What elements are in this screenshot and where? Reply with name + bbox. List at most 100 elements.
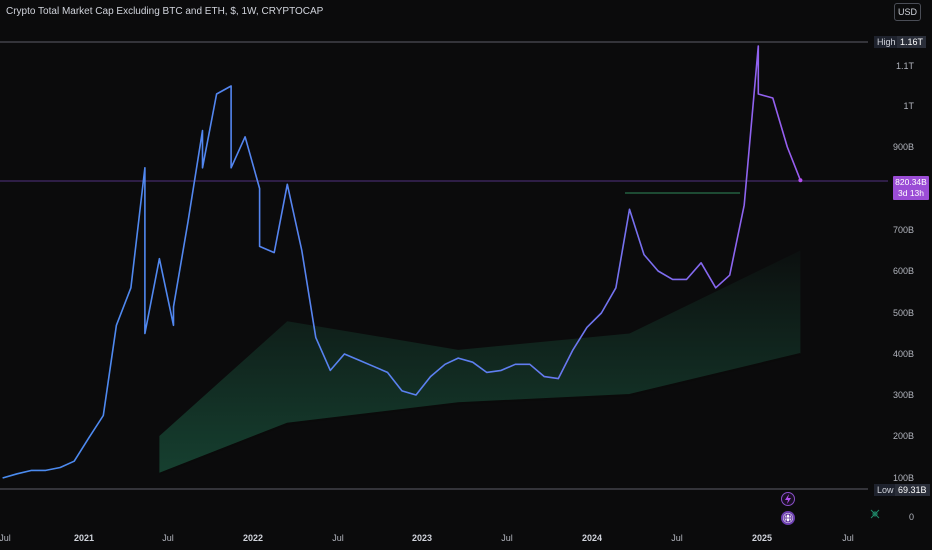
data-point [287, 184, 288, 185]
data-point [344, 354, 345, 355]
data-point [672, 279, 673, 280]
data-point [301, 250, 302, 251]
data-point [601, 313, 602, 314]
data-point [17, 473, 18, 474]
y-tick-label: 0 [908, 512, 914, 522]
band-area [159, 250, 801, 474]
x-tick-label: Jul [0, 533, 11, 543]
data-point [131, 287, 132, 288]
support-band [159, 250, 801, 475]
data-point [145, 333, 146, 334]
last-price: 820.34B [895, 177, 927, 187]
x-tick-label: 2022 [242, 533, 264, 543]
data-point [116, 325, 117, 326]
data-point [2, 478, 3, 479]
high-value: 1.16T [897, 36, 927, 48]
y-tick-label: 500B [892, 308, 914, 318]
x-tick-label: Jul [162, 533, 174, 543]
y-tick-label: 1T [903, 101, 914, 111]
data-point [758, 94, 759, 95]
data-point [787, 147, 788, 148]
data-point [188, 221, 189, 222]
lightning-icon[interactable] [781, 492, 795, 506]
data-point [60, 467, 61, 468]
data-point [359, 360, 360, 361]
low-label: Low [874, 484, 897, 496]
network-icon[interactable] [869, 507, 881, 519]
data-point [544, 376, 545, 377]
data-point [173, 306, 174, 307]
data-point [458, 358, 459, 359]
data-point [202, 167, 203, 168]
data-point [558, 378, 559, 379]
data-point [202, 130, 203, 131]
data-point [715, 287, 716, 288]
data-point [173, 325, 174, 326]
data-point [629, 209, 630, 210]
x-tick-label: Jul [671, 533, 683, 543]
data-point [259, 188, 260, 189]
y-tick-label: 200B [892, 431, 914, 441]
data-point [445, 364, 446, 365]
x-tick-label: Jul [501, 533, 513, 543]
high-label: High [874, 36, 899, 48]
data-point [88, 438, 89, 439]
data-point [259, 246, 260, 247]
data-point [616, 287, 617, 288]
data-point [758, 46, 759, 47]
x-tick-label: Jul [332, 533, 344, 543]
series-line [2, 45, 802, 479]
data-point [744, 205, 745, 206]
data-point [515, 364, 516, 365]
data-point [701, 262, 702, 263]
data-point [587, 327, 588, 328]
data-point [45, 470, 46, 471]
x-tick-label: 2023 [411, 533, 433, 543]
currency-button[interactable]: USD [894, 3, 921, 21]
data-point [74, 461, 75, 462]
data-point [573, 350, 574, 351]
y-tick-label: 600B [892, 266, 914, 276]
data-point [159, 258, 160, 259]
last-price-tag: 820.34B 3d 13h [893, 176, 929, 200]
data-point [472, 362, 473, 363]
data-point [416, 395, 417, 396]
y-tick-label: 900B [892, 142, 914, 152]
y-tick-label: 1.1T [895, 61, 914, 71]
data-point [245, 136, 246, 137]
low-value: 69.31B [895, 484, 930, 496]
band-lower-edge [159, 353, 801, 475]
y-tick-label: 700B [892, 225, 914, 235]
y-tick-label: 400B [892, 349, 914, 359]
data-point [729, 275, 730, 276]
data-point [31, 470, 32, 471]
data-point [145, 167, 146, 168]
data-point [103, 415, 104, 416]
data-point [330, 370, 331, 371]
data-point [772, 98, 773, 99]
data-point [686, 279, 687, 280]
y-tick-label: 300B [892, 390, 914, 400]
data-point [373, 366, 374, 367]
x-tick-label: Jul [842, 533, 854, 543]
chart-title: Crypto Total Market Cap Excluding BTC an… [6, 6, 324, 17]
x-tick-label: 2025 [751, 533, 773, 543]
data-point [644, 254, 645, 255]
globe-icon[interactable] [781, 511, 795, 525]
data-point [402, 391, 403, 392]
data-point [486, 372, 487, 373]
y-tick-label: 100B [892, 473, 914, 483]
data-point [231, 167, 232, 168]
data-point [315, 337, 316, 338]
data-point [274, 252, 275, 253]
data-point [798, 178, 803, 183]
countdown: 3d 13h [898, 188, 924, 198]
x-tick-label: 2021 [73, 533, 95, 543]
x-tick-label: 2024 [581, 533, 603, 543]
data-point [231, 86, 232, 87]
price-line [2, 45, 802, 479]
data-point [501, 370, 502, 371]
data-point [216, 94, 217, 95]
data-point [430, 376, 431, 377]
